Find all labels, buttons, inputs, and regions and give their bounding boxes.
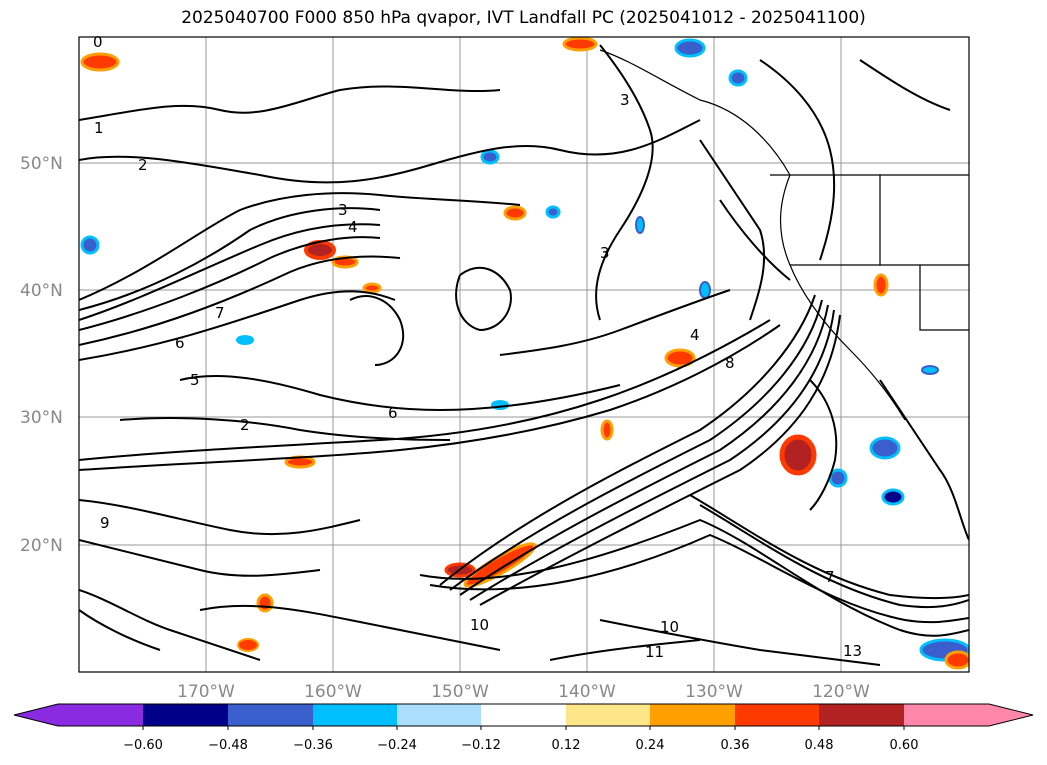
anomaly-patch: [664, 348, 696, 368]
contour-label-group: 0 1 2 3 4 5 6 7 8 9 10 11 13 3 3 6 4 7 2…: [93, 33, 862, 661]
colorbar-seg: [904, 704, 989, 726]
lon-label-130: 130°W: [685, 682, 743, 702]
contour-label: 4: [690, 326, 700, 344]
colorbar-tick-label: 0.12: [552, 738, 581, 753]
colorbar-seg: [397, 704, 481, 726]
contour-label: 9: [100, 514, 110, 532]
contour-label: 7: [825, 568, 835, 586]
lat-label-20: 20°N: [20, 536, 63, 556]
colorbar-tick-label: −0.60: [123, 738, 163, 753]
anomaly-patch: [545, 205, 561, 219]
anomaly-patch: [873, 273, 889, 297]
colorbar-tick-label: 0.36: [721, 738, 750, 753]
lat-label-30: 30°N: [20, 408, 63, 428]
colorbar: −0.60 −0.48 −0.36 −0.24 −0.12 0.12 0.24 …: [13, 703, 1034, 753]
anomaly-patch: [80, 235, 100, 255]
lon-label-170: 170°W: [177, 682, 235, 702]
colorbar-seg: [819, 704, 904, 726]
map-plot-area: [79, 37, 969, 672]
contour-label: 5: [190, 371, 200, 389]
contour-label: 3: [620, 91, 630, 109]
contour-label: 7: [215, 304, 225, 322]
anomaly-patch: [674, 38, 706, 58]
contour-label: 10: [470, 616, 489, 634]
colorbar-seg: [58, 704, 143, 726]
anomaly-patch: [236, 335, 254, 345]
colorbar-tick-label: 0.24: [636, 738, 665, 753]
colorbar-seg: [143, 704, 228, 726]
anomaly-patch: [600, 419, 614, 441]
contour-label: 4: [348, 218, 358, 236]
contour-label: 2: [138, 156, 148, 174]
contour-label: 1: [94, 119, 104, 137]
map-frame: [78, 36, 970, 673]
colorbar-tick-label: −0.48: [208, 738, 248, 753]
colorbar-tick-label: 0.48: [805, 738, 834, 753]
contour-label: 8: [725, 354, 735, 372]
anomaly-patch: [779, 434, 817, 476]
colorbar-extend-low: [14, 704, 58, 726]
contour-label: 11: [645, 643, 664, 661]
colorbar-seg: [228, 704, 313, 726]
contour-label: 3: [600, 244, 610, 262]
colorbar-tick-label: −0.36: [293, 738, 333, 753]
contour-label: 6: [175, 334, 185, 352]
colorbar-seg: [566, 704, 650, 726]
anomaly-patch: [256, 593, 274, 613]
contour-label: 2: [240, 416, 250, 434]
lon-label-150: 150°W: [431, 682, 489, 702]
colorbar-tick-label: 0.60: [890, 738, 919, 753]
anomaly-patches: [80, 37, 969, 670]
colorbar-seg: [735, 704, 819, 726]
lon-label-140: 140°W: [558, 682, 616, 702]
colorbar-outline: [13, 703, 1034, 727]
colorbar-seg: [313, 704, 397, 726]
lat-label-40: 40°N: [20, 281, 63, 301]
contour-label: 6: [388, 404, 398, 422]
gridlines: [79, 37, 969, 672]
coastline: [599, 49, 969, 421]
colorbar-seg: [481, 704, 566, 726]
map-title: 2025040700 F000 850 hPa qvapor, IVT Land…: [181, 8, 866, 28]
anomaly-patch: [635, 216, 645, 234]
contour-label: 3: [338, 201, 348, 219]
lon-label-120: 120°W: [812, 682, 870, 702]
anomaly-patch: [562, 37, 598, 52]
colorbar-tick-label: −0.24: [377, 738, 417, 753]
anomaly-patch: [869, 436, 901, 460]
longitude-labels: 170°W 160°W 150°W 140°W 130°W 120°W: [177, 682, 870, 702]
contour-label: 10: [660, 618, 679, 636]
contour-lines: [79, 44, 969, 666]
contour-label: 0: [93, 33, 103, 51]
anomaly-patch: [828, 468, 848, 488]
anomaly-patch: [362, 282, 382, 294]
anomaly-patch: [921, 365, 939, 375]
latitude-labels: 50°N 40°N 30°N 20°N: [20, 154, 63, 556]
colorbar-seg: [650, 704, 735, 726]
anomaly-patch: [237, 638, 259, 652]
contour-label: 13: [843, 642, 862, 660]
lon-label-160: 160°W: [304, 682, 362, 702]
anomaly-patch: [80, 52, 120, 72]
colorbar-tick-label: −0.12: [461, 738, 501, 753]
anomaly-patch: [881, 488, 905, 506]
colorbar-extend-high: [989, 704, 1033, 726]
anomaly-patch: [728, 69, 748, 87]
lat-label-50: 50°N: [20, 154, 63, 174]
anomaly-patch: [503, 205, 527, 221]
anomaly-patch: [480, 149, 500, 165]
anomaly-patch: [699, 281, 711, 299]
anomaly-patch: [944, 650, 969, 670]
